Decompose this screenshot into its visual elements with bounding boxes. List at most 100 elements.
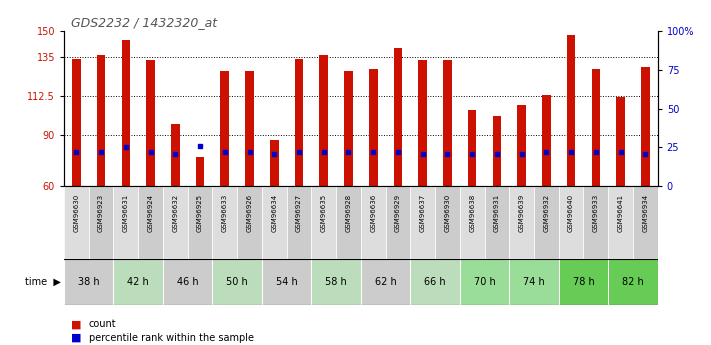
Bar	[369, 69, 378, 186]
Text: GSM96924: GSM96924	[148, 194, 154, 231]
Bar	[460, 186, 484, 259]
Bar	[608, 259, 658, 305]
Text: 74 h: 74 h	[523, 277, 545, 287]
Bar	[114, 186, 138, 259]
Bar	[410, 186, 435, 259]
Bar	[163, 259, 213, 305]
Bar	[584, 186, 608, 259]
Text: GSM96928: GSM96928	[346, 194, 351, 232]
Bar	[97, 55, 105, 186]
Bar	[534, 186, 559, 259]
Bar	[64, 186, 89, 259]
Bar	[410, 259, 460, 305]
Text: 54 h: 54 h	[276, 277, 297, 287]
Text: 46 h: 46 h	[177, 277, 198, 287]
Text: GSM96930: GSM96930	[444, 194, 450, 232]
Text: GSM96632: GSM96632	[172, 194, 178, 232]
Bar	[294, 59, 304, 186]
Bar	[196, 157, 204, 186]
Bar	[122, 40, 130, 186]
Text: GSM96933: GSM96933	[593, 194, 599, 232]
Bar	[188, 186, 213, 259]
Text: 50 h: 50 h	[226, 277, 248, 287]
Text: GSM96925: GSM96925	[197, 194, 203, 231]
Bar	[270, 140, 279, 186]
Bar	[567, 34, 575, 186]
Text: count: count	[89, 319, 117, 329]
Bar	[171, 124, 180, 186]
Text: ■: ■	[71, 319, 82, 329]
Text: 78 h: 78 h	[572, 277, 594, 287]
Text: GSM96926: GSM96926	[247, 194, 252, 232]
Bar	[616, 97, 625, 186]
Text: GSM96630: GSM96630	[73, 194, 80, 232]
Text: 58 h: 58 h	[325, 277, 347, 287]
Text: GSM96927: GSM96927	[296, 194, 302, 232]
Bar	[460, 259, 509, 305]
Text: GSM96637: GSM96637	[419, 194, 426, 232]
Bar	[484, 186, 509, 259]
Text: ■: ■	[71, 333, 82, 343]
Text: GSM96638: GSM96638	[469, 194, 475, 232]
Text: GSM96934: GSM96934	[642, 194, 648, 232]
Bar	[592, 69, 600, 186]
Bar	[633, 186, 658, 259]
Bar	[493, 116, 501, 186]
Bar	[311, 259, 360, 305]
Text: GSM96931: GSM96931	[494, 194, 500, 232]
Bar	[114, 259, 163, 305]
Bar	[344, 71, 353, 186]
Text: 70 h: 70 h	[474, 277, 496, 287]
Bar	[542, 95, 551, 186]
Bar	[220, 71, 229, 186]
Bar	[360, 186, 385, 259]
Bar	[559, 186, 584, 259]
Bar	[64, 259, 114, 305]
Bar	[608, 186, 633, 259]
Text: GSM96640: GSM96640	[568, 194, 574, 232]
Text: 42 h: 42 h	[127, 277, 149, 287]
Bar	[138, 186, 163, 259]
Text: GSM96932: GSM96932	[543, 194, 550, 232]
Bar	[443, 60, 451, 186]
Text: 82 h: 82 h	[622, 277, 644, 287]
Text: 38 h: 38 h	[78, 277, 100, 287]
Bar	[394, 48, 402, 186]
Text: 66 h: 66 h	[424, 277, 446, 287]
Bar	[641, 67, 650, 186]
Bar	[509, 259, 559, 305]
Text: 62 h: 62 h	[375, 277, 397, 287]
Bar	[385, 186, 410, 259]
Bar	[146, 60, 155, 186]
Bar	[163, 186, 188, 259]
Bar	[262, 259, 311, 305]
Bar	[360, 259, 410, 305]
Bar	[435, 186, 460, 259]
Bar	[418, 60, 427, 186]
Text: GSM96639: GSM96639	[518, 194, 525, 232]
Bar	[89, 186, 114, 259]
Bar	[72, 59, 80, 186]
Text: GSM96641: GSM96641	[618, 194, 624, 232]
Bar	[287, 186, 311, 259]
Text: GDS2232 / 1432320_at: GDS2232 / 1432320_at	[71, 16, 218, 29]
Bar	[213, 186, 237, 259]
Bar	[311, 186, 336, 259]
Bar	[237, 186, 262, 259]
Text: GSM96923: GSM96923	[98, 194, 104, 232]
Bar	[262, 186, 287, 259]
Bar	[336, 186, 360, 259]
Text: GSM96635: GSM96635	[321, 194, 327, 232]
Text: GSM96929: GSM96929	[395, 194, 401, 232]
Text: GSM96634: GSM96634	[272, 194, 277, 232]
Bar	[319, 55, 328, 186]
Bar	[468, 110, 476, 186]
Text: time  ▶: time ▶	[25, 277, 60, 287]
Bar	[509, 186, 534, 259]
Bar	[518, 105, 526, 186]
Bar	[559, 259, 608, 305]
Text: GSM96636: GSM96636	[370, 194, 376, 232]
Text: GSM96631: GSM96631	[123, 194, 129, 232]
Text: percentile rank within the sample: percentile rank within the sample	[89, 333, 254, 343]
Bar	[245, 71, 254, 186]
